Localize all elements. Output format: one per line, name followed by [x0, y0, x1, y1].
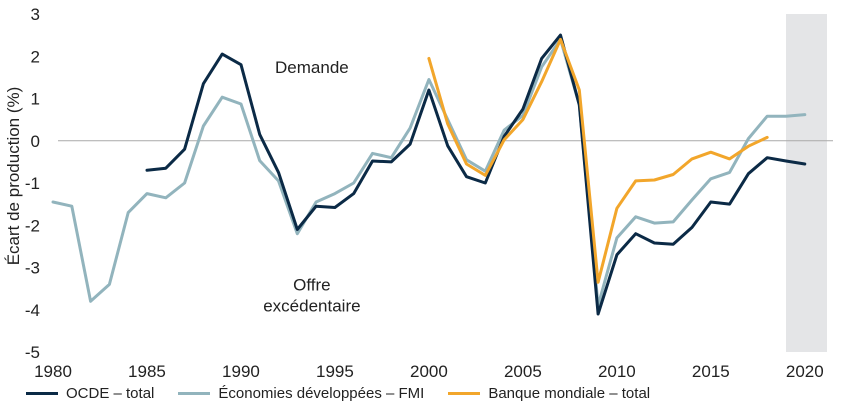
x-tick-label: 2020 — [786, 362, 824, 381]
legend: OCDE – total Économies développées – FMI B… — [26, 385, 674, 402]
x-axis: 1980 1985 1990 1995 2000 2005 2010 2015 2020 — [34, 362, 824, 381]
x-tick-label: 1985 — [128, 362, 166, 381]
legend-swatch — [178, 392, 211, 395]
x-tick-label: 1980 — [34, 362, 72, 381]
legend-swatch — [26, 392, 58, 395]
legend-item-2: Économies développées – FMI — [178, 385, 424, 402]
annotation-label: Demande — [275, 58, 349, 77]
y-tick-label: -4 — [25, 301, 40, 320]
x-tick-label: 2005 — [504, 362, 542, 381]
forecast-shaded-region — [786, 14, 827, 352]
series-line-1 — [145, 33, 807, 316]
annotations: Demande Offre excédentaire — [263, 58, 360, 316]
legend-label: Économies développées – FMI — [218, 385, 425, 402]
y-tick-label: -1 — [25, 174, 40, 193]
y-tick-label: 3 — [31, 5, 40, 24]
y-tick-label: 0 — [31, 132, 40, 151]
annotation-label: Offre — [293, 275, 330, 294]
legend-swatch — [448, 392, 481, 395]
series-lines — [51, 33, 807, 316]
x-tick-label: 1995 — [316, 362, 354, 381]
legend-label: Banque mondiale – total — [488, 385, 651, 402]
x-tick-label: 2000 — [410, 362, 448, 381]
y-tick-label: 2 — [31, 47, 40, 66]
y-axis-label: Écart de production (%) — [4, 87, 23, 266]
x-tick-label: 1990 — [222, 362, 260, 381]
output-gap-chart: 3 2 1 0 -1 -2 -3 -4 -5 1980 1985 1990 1995 2000 2005 2… — [4, 5, 833, 381]
y-tick-label: -3 — [25, 259, 40, 278]
x-tick-label: 2015 — [692, 362, 730, 381]
legend-item-1: OCDE – total — [26, 385, 154, 402]
y-tick-label: -5 — [25, 343, 40, 362]
x-tick-label: 2010 — [598, 362, 636, 381]
annotation-label: excédentaire — [263, 297, 360, 316]
series-line-3 — [427, 37, 769, 284]
y-axis: 3 2 1 0 -1 -2 -3 -4 -5 — [25, 5, 40, 362]
y-tick-label: -2 — [25, 216, 40, 235]
legend-label: OCDE – total — [66, 385, 155, 402]
series-line-2 — [51, 37, 807, 307]
y-tick-label: 1 — [31, 90, 40, 109]
legend-item-3: Banque mondiale – total — [448, 385, 650, 402]
